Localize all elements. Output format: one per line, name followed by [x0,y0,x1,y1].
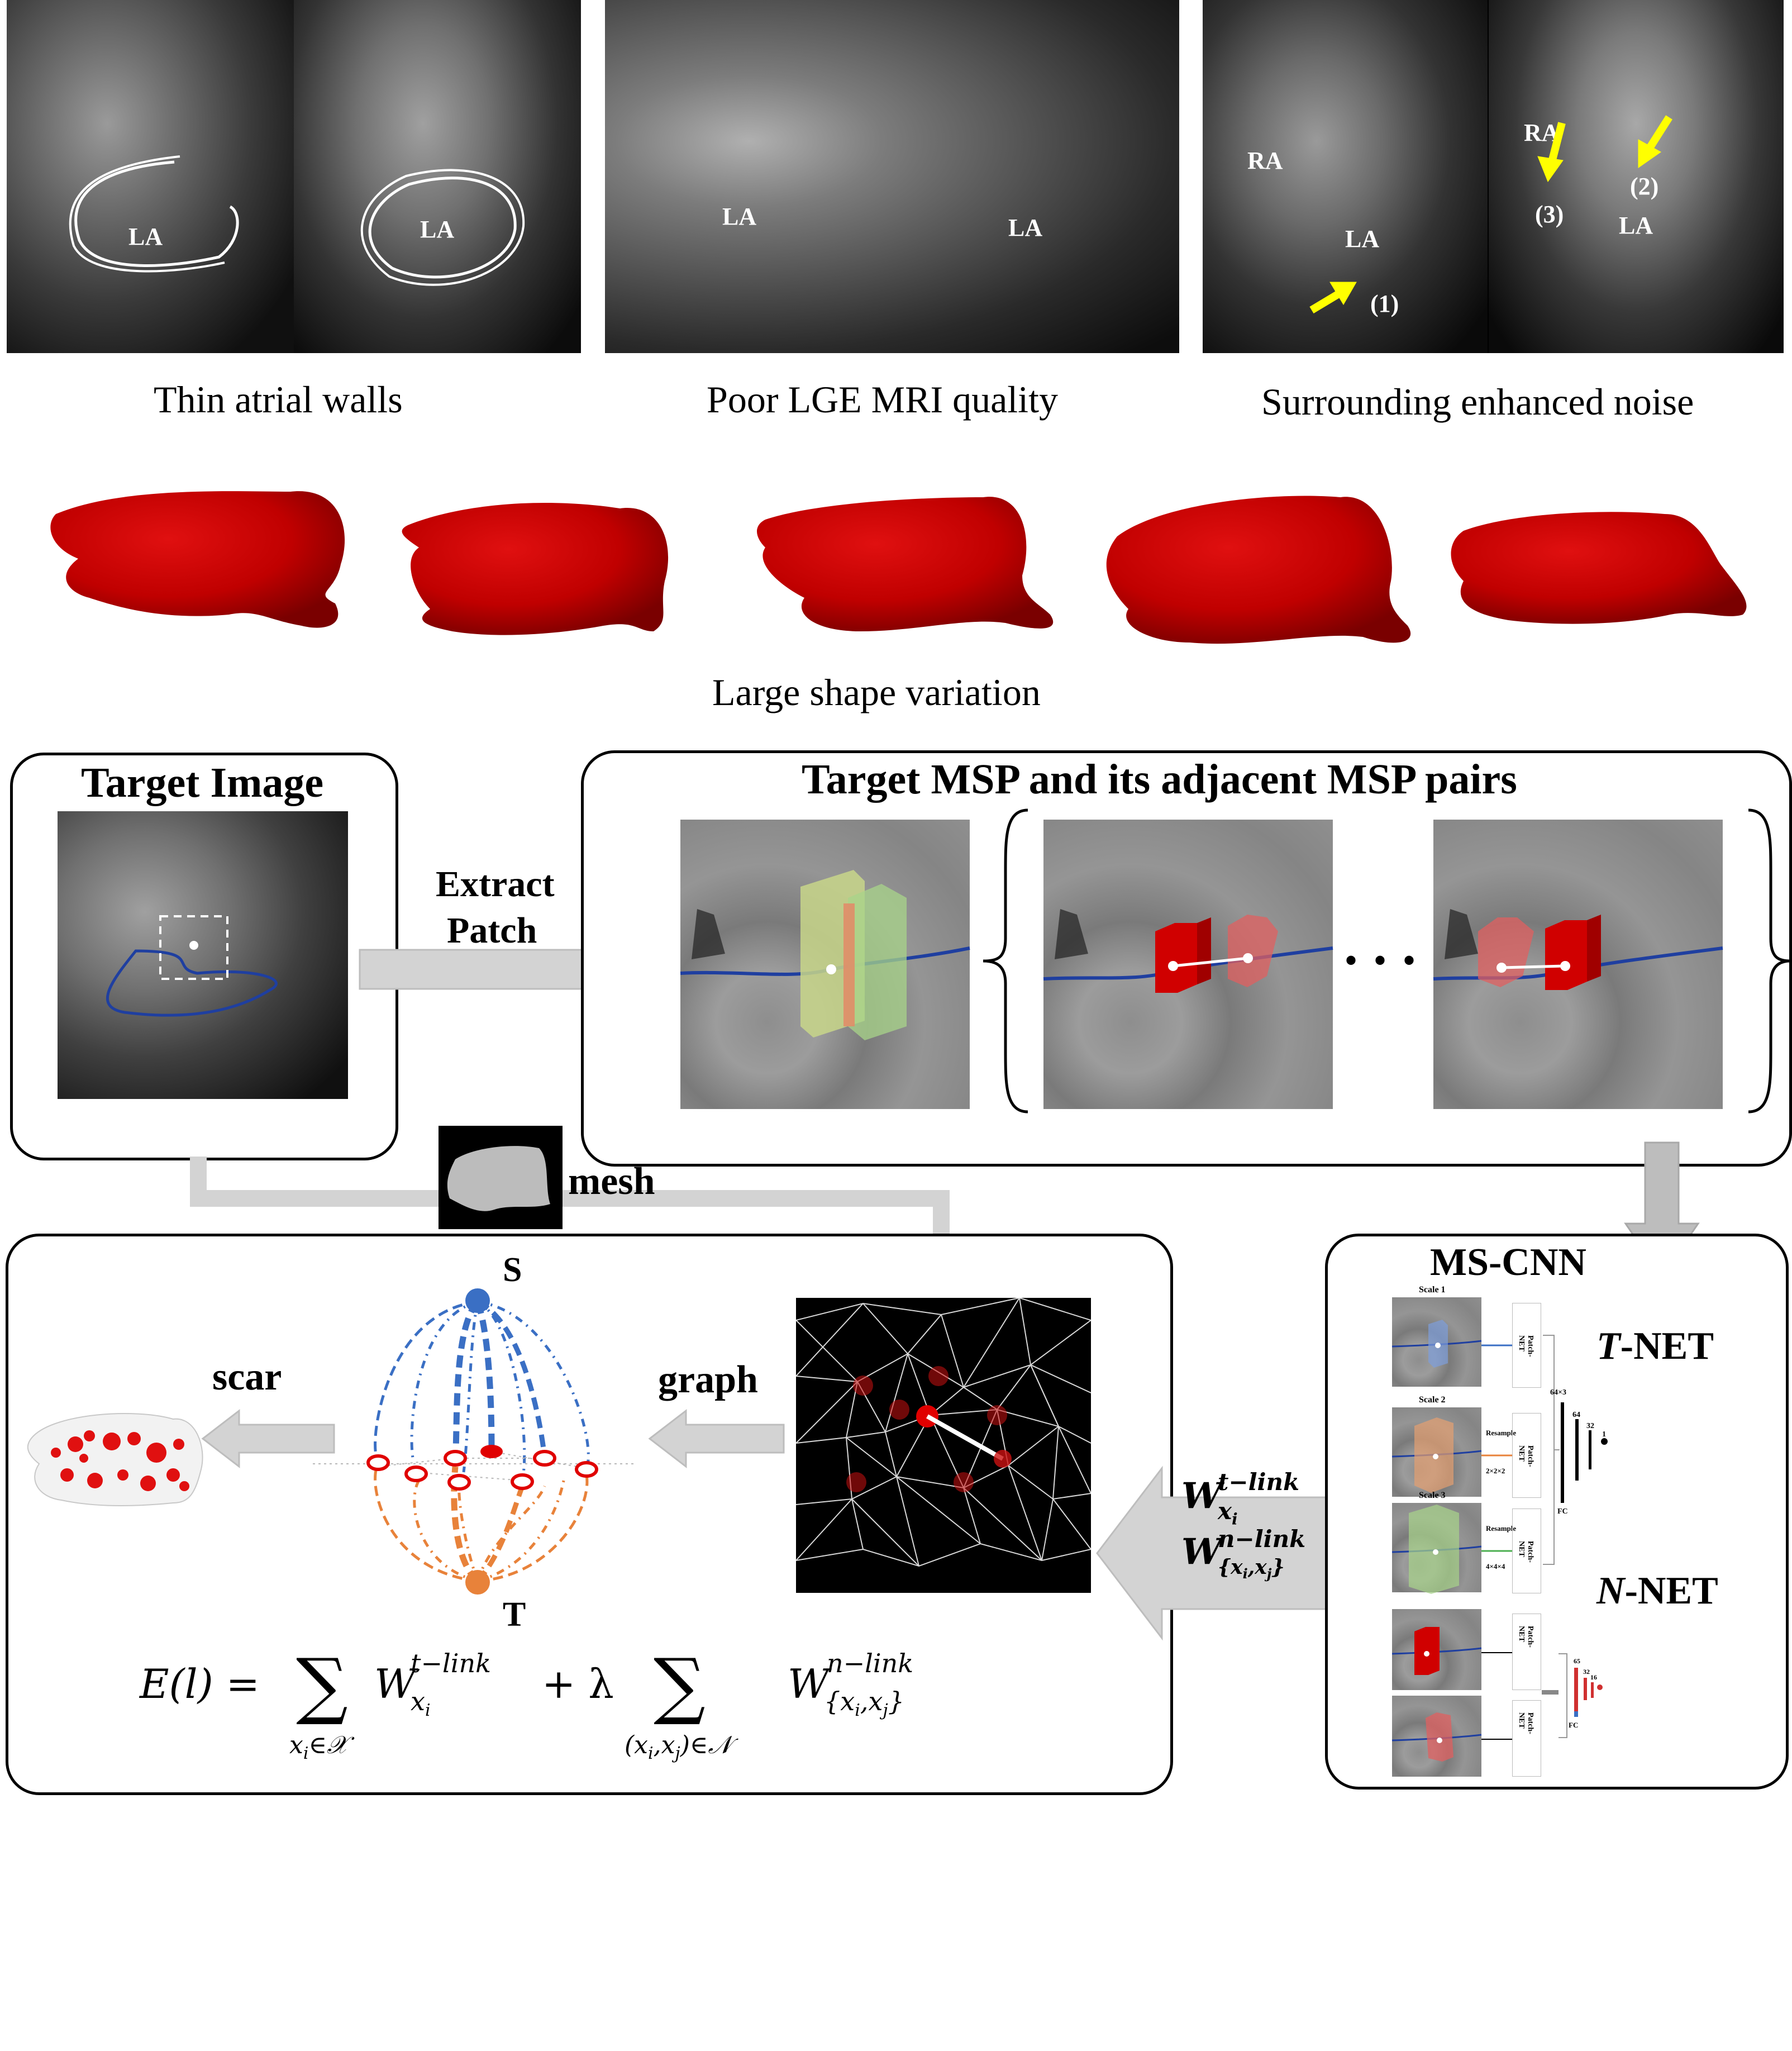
marker-2: (2) [1630,173,1659,200]
nnet-fc-label: FC [1569,1721,1579,1729]
eq-term-2-sub: {xi,xj} [824,1686,904,1721]
ra-label: RA [1247,147,1283,174]
fc-size-64: 64 [1572,1411,1580,1419]
sink-node [465,1570,490,1595]
la-label: LA [1008,214,1043,241]
eq-term-2-sup: n−link [827,1648,914,1678]
eq-term-1-sub: xi [411,1686,431,1721]
caption-poor-quality: Poor LGE MRI quality [707,378,1058,421]
fc-size-32: 32 [1586,1422,1594,1430]
scale-row-3: Scale 3 Resample 4×4×4 Patch-NET [1391,1491,1560,1597]
la-label: LA [420,216,455,243]
mesh-thumbnail [439,1126,563,1229]
marker-1: (1) [1370,290,1399,317]
sink-label: T [503,1596,526,1634]
eq-term-1-sup: t−link [411,1648,491,1678]
caption-shape-variation: Large shape variation [712,671,1041,713]
thin-walls-image: LA LA [7,0,581,353]
mesh-label: mesh [568,1160,655,1203]
la-shapes-row [50,491,1747,644]
la-label: LA [1619,212,1653,239]
scar-la-shape [27,1413,203,1506]
graph-label: graph [658,1358,758,1401]
eq-plus-lambda: + λ [542,1660,614,1707]
la-shape [757,497,1054,631]
la-shape [1451,512,1747,624]
patch-label: Patch [447,910,537,951]
scale-row-1: Scale 1 Patch-NET [1391,1285,1560,1391]
eq-sum1-sub: xi∈𝒳 [289,1731,348,1763]
scar-arrow [201,1408,335,1469]
st-graph [313,1288,637,1595]
eq-sum2-sub: (xi,xj)∈𝒩 [625,1731,732,1763]
eq-sigma-2: ∑ [654,1643,706,1728]
fc-label: FC [1557,1507,1568,1516]
marker-3: (3) [1535,201,1564,228]
yellow-arrow-icon [1309,115,1672,314]
scale-row-2: Scale 2 Resample 2×2×2 Patch-NET [1391,1395,1560,1501]
nnet-size-16: 16 [1590,1673,1597,1681]
la-label: LA [722,203,757,230]
fc-size-64x3: 64×3 [1550,1388,1566,1397]
eq-lhs: E(l) = [140,1660,260,1707]
nnet-row-1: Patch-NET [1391,1609,1560,1693]
source-node [465,1288,490,1313]
caption-noise: Surrounding enhanced noise [1261,380,1694,423]
poor-quality-image: LA LA [605,0,1179,353]
energy-equation: E(l) = ∑ xi∈𝒳 W t−link xi + λ ∑ (xi,xj)∈… [140,1643,1033,1782]
nnet-size-32: 32 [1583,1668,1590,1676]
la-label: LA [1345,225,1380,253]
tnet-label: T-NET [1596,1325,1714,1368]
nnet-fc [1542,1653,1603,1738]
la-shape [1106,496,1411,644]
nnet-row-2: Patch-NET [1391,1696,1560,1779]
fc-size-1: 1 [1602,1430,1606,1439]
extract-label: Extract [436,864,555,905]
msp-title: Target MSP and its adjacent MSP pairs [802,756,1517,803]
eq-term-1: W [374,1660,416,1707]
msp-pair-bracket [983,808,1791,1113]
la-shape [402,503,669,635]
source-label: S [503,1251,522,1289]
la-shape [50,491,345,628]
la-label: LA [128,223,163,250]
graph-arrow [648,1408,785,1469]
target-image [58,811,348,1099]
mesh-graph-image [796,1298,1091,1593]
eq-term-2: W [788,1660,830,1707]
nnet-size-65: 65 [1574,1657,1580,1665]
eq-sigma-1: ∑ [296,1643,348,1728]
scar-label: scar [212,1355,282,1398]
tnet-fc [1543,1335,1608,1565]
weight-n-link: W n−link {xi,xj} [1181,1525,1306,1582]
caption-thin-walls: Thin atrial walls [154,378,403,421]
nnet-label: N-NET [1596,1569,1718,1612]
noise-image: RA LA RA LA (1) (2) (3) [1203,0,1784,353]
weight-t-link: W t−link xi [1181,1468,1300,1529]
target-image-title: Target Image [81,759,324,806]
mscnn-title: MS-CNN [1430,1241,1586,1284]
ellipsis: • • • [1345,942,1420,979]
